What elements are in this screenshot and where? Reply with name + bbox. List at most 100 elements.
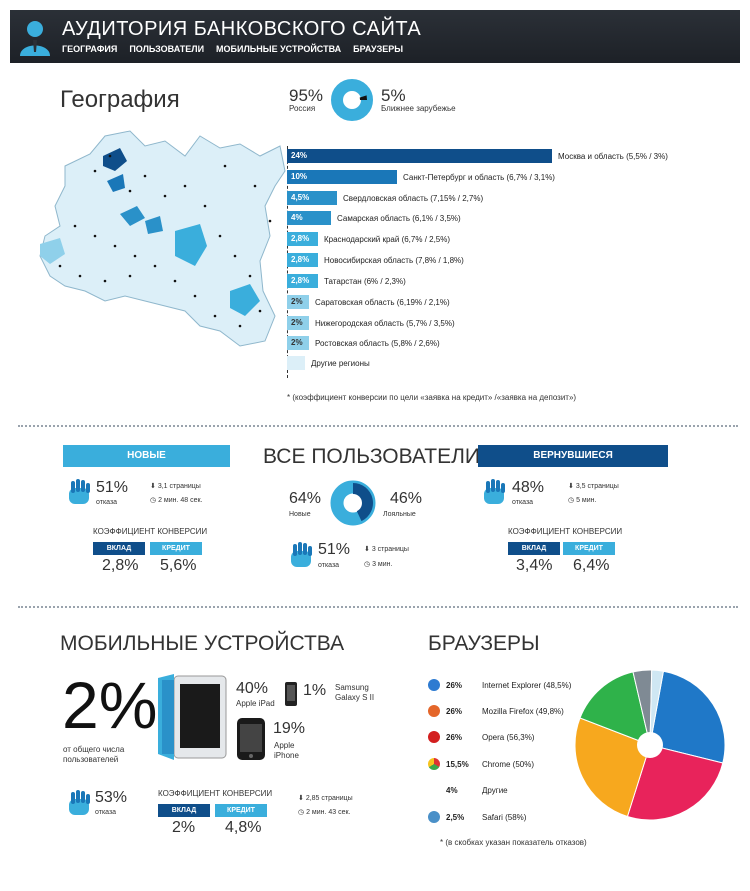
returning-credit-value: 6,4% xyxy=(573,557,610,574)
browser-pct: 15,5% xyxy=(446,759,469,769)
new-credit-tag: КРЕДИТ xyxy=(150,542,202,555)
geo-label: Ростовская область (5,8% / 2,6%) xyxy=(315,338,440,348)
geo-bar: 2% xyxy=(287,295,309,309)
geo-footnote: * (коэффициент конверсии по цели «заявка… xyxy=(287,393,577,402)
divider xyxy=(18,606,738,608)
all-pages: ⬇ 3 страницы xyxy=(364,545,409,553)
returning-pages: ⬇ 3,5 страницы xyxy=(568,482,619,490)
mobile-bounce-label: отказа xyxy=(95,809,117,816)
returning-time-value: 5 мин. xyxy=(576,497,597,504)
all-time: ◷ 3 мин. xyxy=(364,560,392,568)
samsung-phone-icon xyxy=(285,682,297,706)
returning-time: ◷ 5 мин. xyxy=(568,496,596,504)
geo-row: 10% Санкт-Петербург и область (6,7% / 3,1… xyxy=(287,169,555,185)
geo-row: Другие регионы xyxy=(287,355,370,371)
browsers-title: БРАУЗЕРЫ xyxy=(428,632,540,655)
geo-label: Новосибирская область (7,8% / 1,8%) xyxy=(324,255,464,265)
geo-bar: 4% xyxy=(287,211,331,225)
browser-row-chrome: 15,5% Chrome (50%) xyxy=(428,757,534,771)
nav-mobile[interactable]: МОБИЛЬНЫЕ УСТРОЙСТВА xyxy=(216,44,342,54)
browser-row-safari: 2,5% Safari (58%) xyxy=(428,810,526,824)
arrow-down-icon: ⬇ xyxy=(150,483,158,490)
new-credit-value: 5,6% xyxy=(160,557,197,574)
geo-label: Санкт-Петербург и область (6,7% / 3,1%) xyxy=(403,172,555,182)
browser-row-other: 4% Другие xyxy=(428,783,508,797)
pie-slice xyxy=(649,670,726,764)
geo-bar: 2% xyxy=(287,316,309,330)
mobile-bounce-pct: 53% xyxy=(95,789,128,806)
new-pages-value: 3,1 страницы xyxy=(157,483,201,490)
geo-label: Самарская область (6,1% / 3,5%) xyxy=(337,213,461,223)
nav-browsers[interactable]: БРАУЗЕРЫ xyxy=(353,44,404,54)
browsers-footnote: * (в скобках указан показатель отказов) xyxy=(440,838,587,847)
geo-row: 2% Нижегородская область (5,7% / 3,5%) xyxy=(287,315,455,331)
hand-icon xyxy=(69,790,90,815)
browser-name: Chrome (50%) xyxy=(482,759,535,769)
browser-pie-chart xyxy=(574,669,726,821)
browser-pct: 2,5% xyxy=(446,812,465,822)
mobile-credit-value: 4,8% xyxy=(225,819,262,836)
geo-bar: 2% xyxy=(287,336,309,350)
geo-label: Нижегородская область (5,7% / 3,5%) xyxy=(315,318,455,328)
all-pages-value: 3 страницы xyxy=(371,546,409,553)
browser-name: Internet Explorer (48,5%) xyxy=(482,680,572,690)
clock-icon: ◷ xyxy=(568,497,577,504)
hand-icon xyxy=(291,542,312,567)
iphone-pct: 19% xyxy=(273,720,306,737)
geo-label: Краснодарский край (6,7% / 2,5%) xyxy=(324,234,451,244)
all-loyal-label: Лояльные xyxy=(383,511,416,518)
nav-users[interactable]: ПОЛЬЗОВАТЕЛИ xyxy=(129,44,205,54)
iphone-icon xyxy=(237,718,265,760)
mobile-credit-tag: КРЕДИТ xyxy=(215,804,267,817)
mobile-deposit-value: 2% xyxy=(172,819,196,836)
map-city-dots xyxy=(58,154,272,328)
pie-slice xyxy=(574,717,651,818)
clock-icon: ◷ xyxy=(298,809,307,816)
browser-row-ie: 26% Internet Explorer (48,5%) xyxy=(428,678,571,692)
chrome-icon xyxy=(428,758,440,770)
geo-bar: 2,8% xyxy=(287,253,318,267)
safari-icon xyxy=(428,811,440,823)
new-bounce-pct: 51% xyxy=(96,479,129,496)
opera-icon xyxy=(428,731,440,743)
geo-donut xyxy=(331,79,373,121)
russia-pct: 95% xyxy=(289,86,324,105)
new-time-value: 2 мин. 48 сек. xyxy=(158,497,203,504)
all-new-pct: 64% xyxy=(289,490,322,507)
geography-title: География xyxy=(60,86,180,113)
browser-name: Opera (56,3%) xyxy=(482,732,535,742)
returning-credit-tag: КРЕДИТ xyxy=(563,542,615,555)
new-deposit-value: 2,8% xyxy=(102,557,139,574)
ipad-pct: 40% xyxy=(236,680,269,697)
geo-label: Свердловская область (7,15% / 2,7%) xyxy=(343,193,484,203)
pie-slice xyxy=(649,669,665,746)
map-sverdlovsk-region xyxy=(120,206,145,226)
returning-deposit-tag: ВКЛАД xyxy=(508,542,560,555)
pie-slice xyxy=(579,671,651,746)
geo-row: 2,8% Краснодарский край (6,7% / 2,5%) xyxy=(287,231,450,247)
nav-geography[interactable]: ГЕОГРАФИЯ xyxy=(62,44,118,54)
all-new-label: Новые xyxy=(289,511,311,518)
geo-label: Москва и область (5,5% / 3%) xyxy=(558,151,668,161)
mobile-title: МОБИЛЬНЫЕ УСТРОЙСТВА xyxy=(60,632,345,655)
samsung-label: Samsung Galaxy S II xyxy=(335,683,375,702)
geo-row: 4,5% Свердловская область (7,15% / 2,7%) xyxy=(287,190,483,206)
divider xyxy=(18,425,738,427)
browser-pct: 26% xyxy=(446,680,463,690)
geo-row: 2,8% Новосибирская область (7,8% / 1,8%) xyxy=(287,252,464,268)
page-title: АУДИТОРИЯ БАНКОВСКОГО САЙТА xyxy=(62,18,422,40)
arrow-down-icon: ⬇ xyxy=(568,483,576,490)
geo-label: Саратовская область (6,19% / 2,1%) xyxy=(315,297,450,307)
geo-label: Татарстан (6% / 2,3%) xyxy=(324,276,406,286)
map-novosibirsk-region xyxy=(230,284,260,316)
geo-bar: 4,5% xyxy=(287,191,337,205)
new-pages: ⬇ 3,1 страницы xyxy=(150,482,201,490)
map-spb-region xyxy=(107,174,125,192)
clock-icon: ◷ xyxy=(364,561,373,568)
new-deposit-tag: ВКЛАД xyxy=(93,542,145,555)
returning-pages-value: 3,5 страницы xyxy=(575,483,619,490)
map-samara-region xyxy=(145,216,163,234)
nav-bar: ГЕОГРАФИЯ ПОЛЬЗОВАТЕЛИ МОБИЛЬНЫЕ УСТРОЙС… xyxy=(62,44,403,54)
geo-bar: 24% xyxy=(287,149,552,163)
users-donut xyxy=(330,480,376,526)
